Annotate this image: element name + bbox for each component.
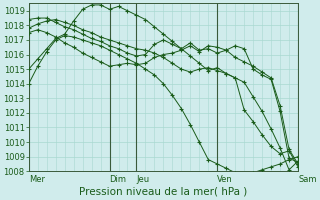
Text: Dim: Dim: [109, 175, 126, 184]
Text: Jeu: Jeu: [136, 175, 149, 184]
X-axis label: Pression niveau de la mer( hPa ): Pression niveau de la mer( hPa ): [79, 187, 248, 197]
Text: Ven: Ven: [217, 175, 233, 184]
Text: Mer: Mer: [29, 175, 45, 184]
Text: Sam: Sam: [298, 175, 316, 184]
